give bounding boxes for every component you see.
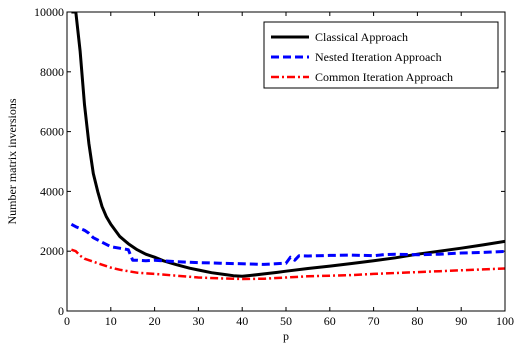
x-tick-label: 60 [324, 314, 336, 328]
series-line-2 [70, 222, 505, 266]
x-tick-label: 40 [236, 314, 248, 328]
x-tick-label: 0 [64, 314, 70, 328]
x-tick-label: 50 [280, 314, 292, 328]
y-tick-label: 6000 [40, 125, 64, 139]
y-tick-label: 8000 [40, 65, 64, 79]
x-tick-label: 100 [496, 314, 514, 328]
x-tick-label: 20 [149, 314, 161, 328]
legend-label: Classical Approach [315, 30, 408, 44]
y-tick-label: 0 [58, 304, 64, 318]
plot-frame [66, 11, 506, 312]
x-axis-title: p [283, 329, 289, 343]
y-tick-label: 4000 [40, 184, 64, 198]
x-tick-label: 90 [455, 314, 467, 328]
legend-label: Common Iteration Approach [315, 70, 453, 84]
y-tick-label: 10000 [34, 5, 64, 19]
legend: Classical Approach Nested Iteration Appro… [263, 21, 499, 89]
series-line-3 [70, 248, 505, 281]
x-tick-label: 10 [105, 314, 117, 328]
y-tick-label: 2000 [40, 244, 64, 258]
x-tick-label: 70 [368, 314, 380, 328]
legend-label: Nested Iteration Approach [315, 50, 442, 64]
x-tick-label: 80 [411, 314, 423, 328]
x-tick-label: 30 [192, 314, 204, 328]
series-line-1 [71, 12, 505, 278]
y-axis-title: Number matrix inversions [5, 98, 19, 224]
